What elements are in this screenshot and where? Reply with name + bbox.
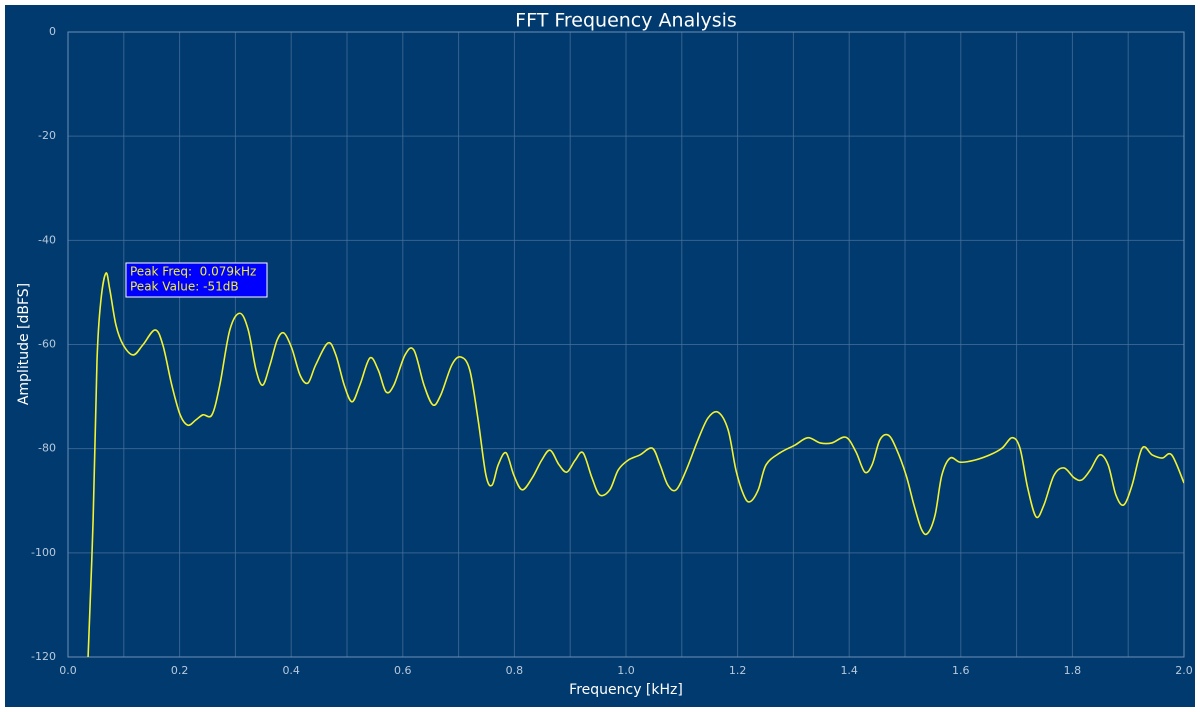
chart-title: FFT Frequency Analysis <box>515 10 737 32</box>
line-series <box>87 272 1184 657</box>
annotation-text: Peak Freq: 0.079kHz <box>130 265 256 279</box>
annotation-box <box>125 262 268 298</box>
y-tick-label: -80 <box>38 442 56 455</box>
y-tick-label: -60 <box>38 338 56 351</box>
x-tick-label: 1.0 <box>617 664 635 677</box>
y-tick-label: -120 <box>31 650 56 663</box>
plot-frame <box>67 31 1185 658</box>
x-tick-label: 1.6 <box>952 664 970 677</box>
x-tick-label: 1.2 <box>729 664 747 677</box>
x-axis-label: Frequency [kHz] <box>569 682 683 698</box>
x-tick-label: 0.0 <box>59 664 77 677</box>
y-tick-label: -40 <box>38 233 56 246</box>
y-tick-label: -20 <box>38 129 56 142</box>
y-tick-label: 0 <box>49 25 56 38</box>
x-tick-label: 0.2 <box>171 664 189 677</box>
x-tick-label: 0.4 <box>282 664 300 677</box>
y-axis-label: Amplitude [dBFS] <box>16 283 32 405</box>
plot-area <box>87 272 1184 657</box>
x-tick-label: 2.0 <box>1175 664 1193 677</box>
x-tick-label: 1.4 <box>840 664 858 677</box>
x-tick-label: 0.6 <box>394 664 412 677</box>
annotation-text: Peak Value: -51dB <box>130 280 239 294</box>
chart-background <box>5 5 1195 707</box>
y-tick-label: -100 <box>31 546 56 559</box>
x-tick-label: 1.8 <box>1064 664 1082 677</box>
x-tick-label: 0.8 <box>506 664 524 677</box>
